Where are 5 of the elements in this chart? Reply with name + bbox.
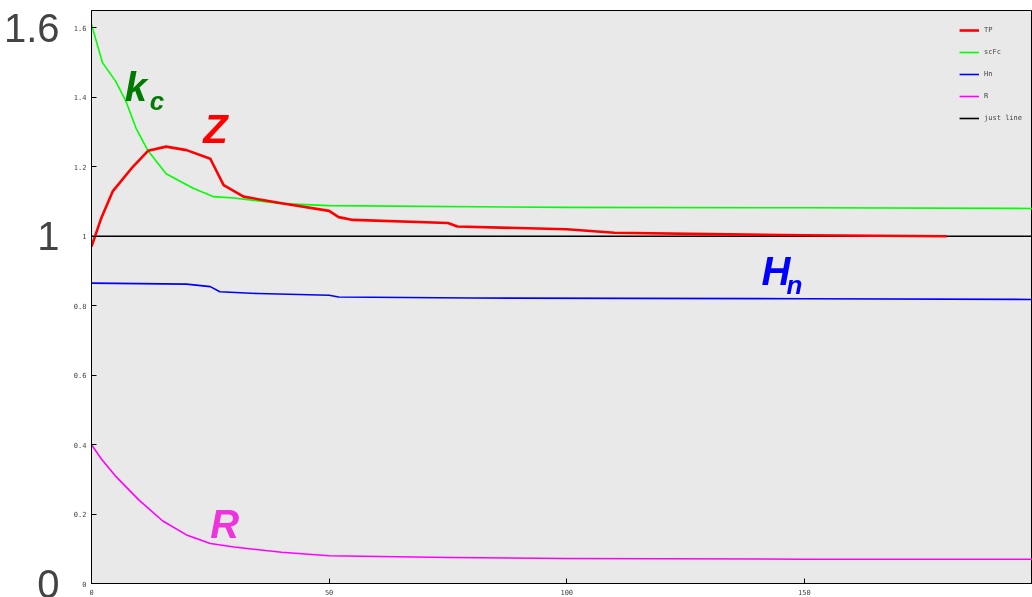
line-series (91, 443, 1032, 560)
annotation: Z (202, 106, 230, 151)
annotation: R (210, 502, 240, 547)
line-series (91, 145, 949, 248)
line-series (91, 23, 1032, 210)
